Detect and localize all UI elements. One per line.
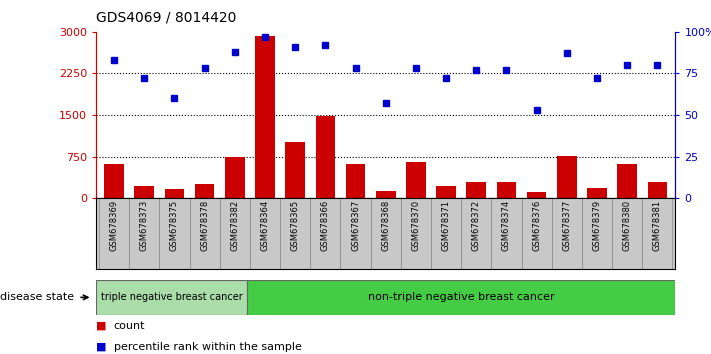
- Bar: [220, 198, 250, 269]
- Text: non-triple negative breast cancer: non-triple negative breast cancer: [368, 292, 555, 302]
- Text: GSM678371: GSM678371: [442, 200, 451, 251]
- Text: GSM678381: GSM678381: [653, 200, 662, 251]
- Bar: [557, 156, 577, 198]
- Bar: [466, 182, 486, 198]
- Text: count: count: [114, 321, 145, 331]
- Bar: [96, 280, 247, 315]
- Bar: [617, 164, 637, 198]
- Bar: [280, 198, 310, 269]
- Bar: [255, 36, 275, 198]
- Text: triple negative breast cancer: triple negative breast cancer: [100, 292, 242, 302]
- Bar: [190, 198, 220, 269]
- Bar: [285, 142, 305, 198]
- Bar: [105, 164, 124, 198]
- Text: GSM678367: GSM678367: [351, 200, 360, 251]
- Text: GSM678366: GSM678366: [321, 200, 330, 251]
- Text: GSM678378: GSM678378: [200, 200, 209, 251]
- Bar: [522, 198, 552, 269]
- Text: GDS4069 / 8014420: GDS4069 / 8014420: [96, 11, 236, 25]
- Bar: [341, 198, 370, 269]
- Bar: [552, 198, 582, 269]
- Text: GSM678364: GSM678364: [260, 200, 269, 251]
- Text: percentile rank within the sample: percentile rank within the sample: [114, 342, 301, 352]
- Bar: [406, 162, 426, 198]
- Bar: [316, 116, 335, 198]
- Bar: [195, 184, 215, 198]
- Bar: [648, 182, 667, 198]
- Bar: [437, 186, 456, 198]
- Bar: [99, 198, 129, 269]
- Text: GSM678377: GSM678377: [562, 200, 572, 251]
- Bar: [225, 156, 245, 198]
- Text: disease state: disease state: [0, 292, 74, 302]
- Bar: [376, 191, 395, 198]
- Bar: [612, 198, 642, 269]
- Text: ■: ■: [96, 342, 110, 352]
- Bar: [310, 198, 341, 269]
- Text: GSM678373: GSM678373: [140, 200, 149, 251]
- Bar: [431, 198, 461, 269]
- Text: ■: ■: [96, 321, 110, 331]
- Text: GSM678368: GSM678368: [381, 200, 390, 251]
- Bar: [129, 198, 159, 269]
- Bar: [582, 198, 612, 269]
- Text: GSM678374: GSM678374: [502, 200, 511, 251]
- Text: GSM678382: GSM678382: [230, 200, 240, 251]
- Bar: [401, 198, 431, 269]
- Bar: [491, 198, 522, 269]
- Text: GSM678370: GSM678370: [412, 200, 420, 251]
- Bar: [587, 188, 606, 198]
- Bar: [159, 198, 190, 269]
- Bar: [250, 198, 280, 269]
- Bar: [496, 182, 516, 198]
- Bar: [461, 198, 491, 269]
- Bar: [527, 192, 547, 198]
- Bar: [370, 198, 401, 269]
- Bar: [134, 186, 154, 198]
- Text: GSM678379: GSM678379: [592, 200, 602, 251]
- Bar: [165, 189, 184, 198]
- Text: GSM678380: GSM678380: [623, 200, 631, 251]
- Text: GSM678375: GSM678375: [170, 200, 179, 251]
- Text: GSM678369: GSM678369: [109, 200, 119, 251]
- Bar: [346, 164, 365, 198]
- Text: GSM678372: GSM678372: [472, 200, 481, 251]
- Text: GSM678365: GSM678365: [291, 200, 299, 251]
- Bar: [247, 280, 675, 315]
- Bar: [642, 198, 673, 269]
- Text: GSM678376: GSM678376: [532, 200, 541, 251]
